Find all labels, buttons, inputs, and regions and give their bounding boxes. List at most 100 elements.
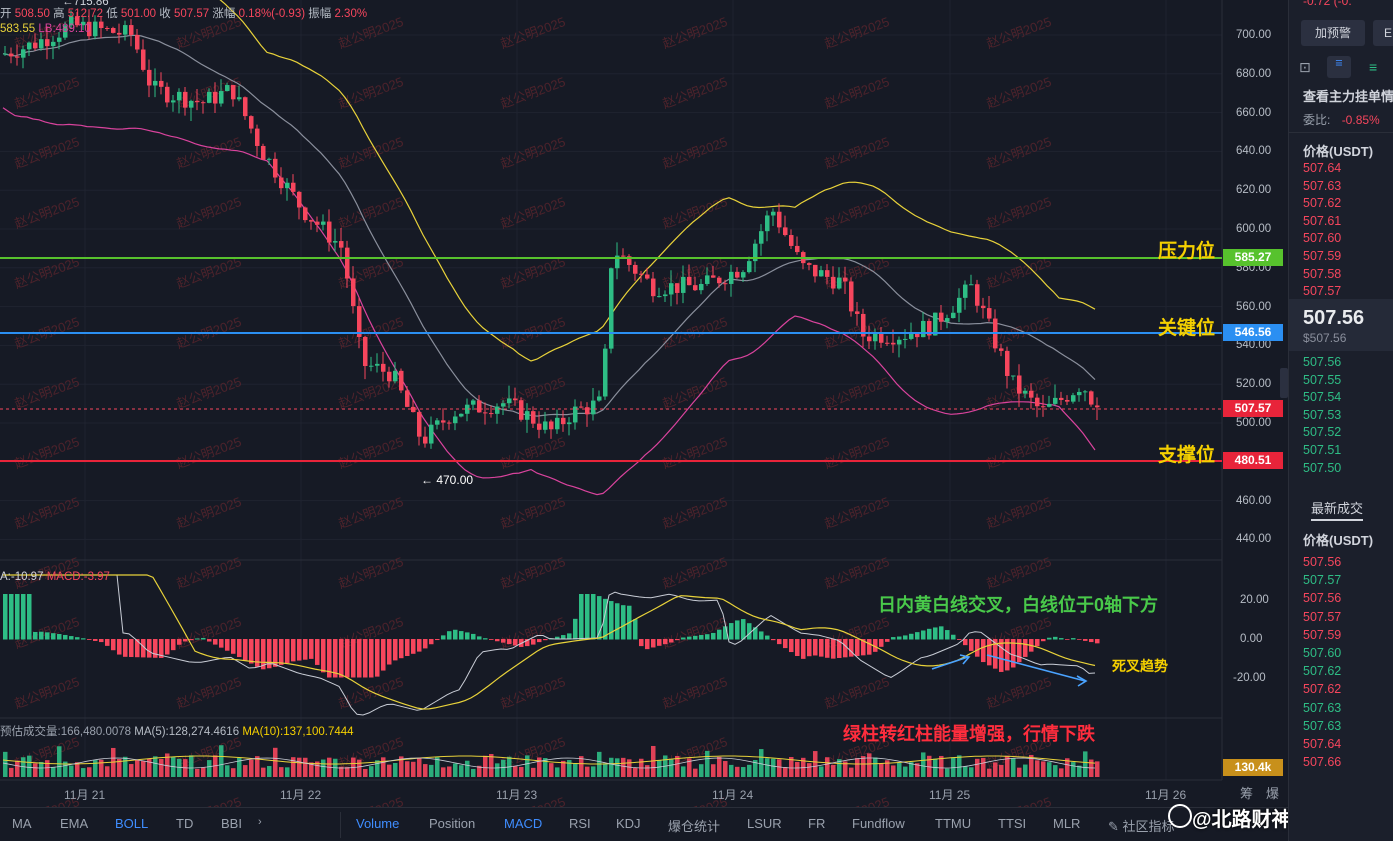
- volume-bar: [789, 757, 794, 777]
- liquidation-toggle[interactable]: 爆: [1266, 786, 1280, 801]
- chevron-right-icon[interactable]: ›: [258, 816, 262, 828]
- candle-body: [699, 283, 704, 291]
- candle-body: [87, 21, 92, 37]
- candle-body: [351, 278, 356, 307]
- volume-bar: [741, 767, 746, 777]
- extra-button[interactable]: E: [1373, 20, 1393, 46]
- book-title[interactable]: 查看主力挂单情: [1303, 89, 1393, 104]
- trades-header: 价格(USDT): [1303, 533, 1374, 548]
- price-axis-label: 700.00: [1236, 29, 1272, 41]
- volume-bar: [237, 757, 242, 777]
- indicator-tab-ma[interactable]: MA: [12, 816, 32, 831]
- macd-histogram-bar: [675, 639, 680, 641]
- watermark-text: 赵公明2025: [498, 14, 567, 51]
- indicator-tab-lsur[interactable]: LSUR: [747, 816, 782, 831]
- candle-body: [183, 91, 188, 108]
- volume-bar: [603, 763, 608, 777]
- community-indicators-button[interactable]: ✎ 社区指标: [1108, 819, 1175, 834]
- indicator-tab-爆仓统计[interactable]: 爆仓统计: [668, 819, 721, 834]
- order-book-panel: -0.72 (-0. 加预警 E ⊡ ≡ ≡ 查看主力挂单情 委比: -0.85…: [1288, 0, 1393, 841]
- volume-bar: [273, 747, 278, 777]
- volume-bar: [939, 755, 944, 777]
- volume-bar: [219, 745, 224, 777]
- indicator-tab-mlr[interactable]: MLR: [1053, 816, 1081, 831]
- macd-histogram-bar: [165, 639, 170, 655]
- chip-toggle[interactable]: 筹: [1240, 786, 1254, 801]
- candle-body: [525, 411, 530, 420]
- volume-bar: [651, 745, 656, 777]
- macd-histogram-bar: [717, 629, 722, 640]
- indicator-tab-fundflow[interactable]: Fundflow: [852, 816, 905, 831]
- indicator-tab-ttsi[interactable]: TTSI: [998, 816, 1027, 831]
- volume-bar: [189, 755, 194, 777]
- candle-body: [141, 49, 146, 70]
- macd-histogram-bar: [69, 636, 74, 640]
- candle-body: [135, 34, 140, 50]
- indicator-tab-volume[interactable]: Volume: [356, 816, 400, 831]
- trades-tab[interactable]: 最新成交: [1311, 498, 1364, 521]
- add-alert-button[interactable]: 加预警: [1301, 20, 1365, 46]
- indicator-tab-boll[interactable]: BOLL: [115, 816, 149, 831]
- macd-histogram-bar: [555, 636, 560, 640]
- candle-body: [795, 245, 800, 253]
- volume-bar: [231, 768, 236, 777]
- indicator-tab-macd[interactable]: MACD: [504, 816, 543, 831]
- candle-body: [831, 276, 836, 289]
- volume-bar: [693, 768, 698, 777]
- macd-histogram-bar: [9, 594, 14, 640]
- volume-annotation: 绿柱转红柱能量增强，行情下跌: [843, 724, 1095, 744]
- indicator-tab-ema[interactable]: EMA: [60, 816, 89, 831]
- candle-body: [747, 261, 752, 273]
- volume-bar: [903, 766, 908, 777]
- volume-bar: [909, 762, 914, 777]
- price-axis-label: 620.00: [1236, 184, 1272, 197]
- candle-body: [279, 177, 284, 189]
- macd-histogram-bar: [801, 639, 806, 659]
- indicator-tab-kdj[interactable]: KDJ: [616, 816, 641, 831]
- trade-price: 507.60: [1303, 646, 1342, 660]
- macd-histogram-bar: [897, 636, 902, 640]
- macd-histogram-bar: [291, 639, 296, 662]
- macd-histogram-bar: [993, 639, 998, 669]
- trade-price: 507.62: [1303, 664, 1342, 679]
- macd-histogram-bar: [1011, 639, 1016, 668]
- volume-bar: [1059, 768, 1064, 777]
- candle-body: [75, 16, 80, 26]
- volume-bar: [1023, 764, 1028, 777]
- arrow-up-icon: [931, 656, 969, 670]
- volume-bar: [1053, 765, 1058, 777]
- candle-body: [819, 270, 824, 277]
- panel-collapse-handle[interactable]: [1280, 368, 1288, 398]
- indicator-tab-rsi[interactable]: RSI: [569, 816, 591, 831]
- macd-axis-label: 0.00: [1240, 633, 1263, 645]
- candle-body: [633, 264, 638, 274]
- book-view-combined-icon[interactable]: ⊡: [1299, 59, 1311, 75]
- arrow-down-icon: [986, 654, 1086, 682]
- price-axis-label: 460.00: [1236, 494, 1272, 507]
- candle-body: [981, 305, 986, 309]
- volume-bar: [39, 761, 44, 777]
- trade-price: 507.57: [1303, 573, 1342, 588]
- macd-histogram-bar: [1005, 639, 1010, 671]
- indicator-tab-td[interactable]: TD: [176, 816, 194, 831]
- price-axis-label: 600.00: [1236, 223, 1272, 235]
- volume-bar: [345, 767, 350, 777]
- chart-canvas[interactable]: 赵公明2025 赵公明2025 赵公明2025 赵公明2025 赵公明2025 赵公明20…: [0, 0, 1288, 807]
- macd-histogram-bar: [831, 639, 836, 659]
- macd-histogram-bar: [357, 639, 362, 678]
- volume-bar: [555, 767, 560, 777]
- book-view-asks-icon[interactable]: ≡: [1369, 59, 1378, 75]
- price-axis-label: 560.00: [1236, 300, 1272, 313]
- volume-bar: [483, 755, 488, 777]
- book-view-bids-icon[interactable]: ≡: [1327, 56, 1351, 78]
- indicator-tab-bbi[interactable]: BBI: [221, 816, 242, 831]
- volume-bar: [201, 767, 206, 777]
- volume-bar: [993, 762, 998, 777]
- macd-histogram-bar: [183, 639, 188, 642]
- volume-bar: [249, 759, 254, 777]
- indicator-tab-ttmu[interactable]: TTMU: [935, 816, 972, 831]
- indicator-tab-position[interactable]: Position: [429, 816, 476, 831]
- volume-bar: [969, 767, 974, 777]
- indicator-tab-fr[interactable]: FR: [808, 816, 826, 831]
- macd-histogram-bar: [1017, 639, 1022, 663]
